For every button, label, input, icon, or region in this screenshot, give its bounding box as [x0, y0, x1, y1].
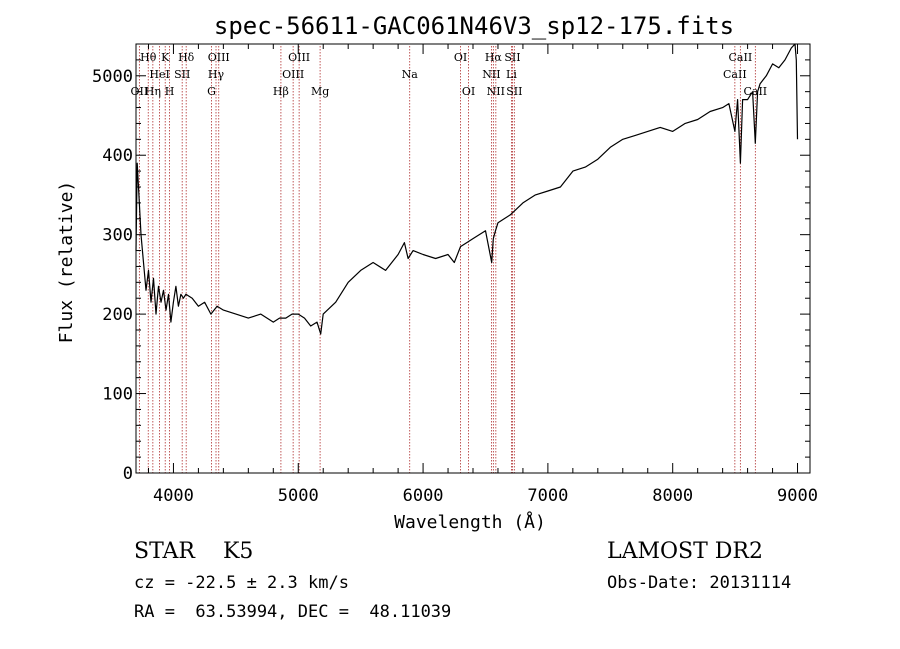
plot-frame — [135, 43, 811, 474]
line-label: K — [161, 51, 170, 64]
x-axis-label: Wavelength (Å) — [394, 511, 546, 533]
emission-line-markers — [138, 46, 756, 473]
cz-text: cz = -22.5 ± 2.3 km/s — [134, 573, 349, 593]
y-axis-ticks: 0 100 200 300 400 5000 — [92, 59, 810, 484]
line-label: Hβ — [273, 85, 289, 98]
line-label: OIII — [208, 51, 230, 64]
x-tick-label: 4000 — [153, 486, 194, 506]
y-tick-label: 400 — [102, 146, 133, 166]
line-label: Mg — [311, 85, 329, 98]
line-label: H — [165, 85, 175, 98]
chart-title: spec-56611-GAC061N46V3_sp12-175.fits — [214, 12, 734, 40]
line-label: G — [207, 85, 216, 98]
x-tick-label: 7000 — [527, 486, 568, 506]
y-tick-label: 5000 — [92, 67, 133, 87]
ra-dec-text: RA = 63.53994, DEC = 48.11039 — [134, 602, 452, 622]
emission-line-labels: HθOIIHηHeIKHSIIHδGHγOIIIHβOIIIOIIIMgNaOI… — [131, 51, 768, 98]
class-text: STAR K5 — [134, 539, 254, 564]
line-label: OIII — [282, 68, 304, 81]
spectrum-line — [135, 43, 799, 335]
line-label: Hη — [145, 85, 161, 98]
line-label: NII — [487, 85, 505, 98]
line-label: SII — [506, 85, 522, 98]
line-label: OIII — [288, 51, 310, 64]
line-label: Hδ — [178, 51, 195, 64]
x-axis-ticks: 4000 5000 6000 7000 8000 9000 — [147, 44, 818, 506]
line-label: OI — [454, 51, 467, 64]
x-tick-label: 8000 — [652, 486, 693, 506]
line-label: Li — [506, 68, 517, 81]
y-tick-label: 300 — [102, 226, 133, 246]
y-tick-label: 0 — [123, 464, 133, 484]
line-label: Hθ — [140, 51, 157, 64]
line-label: OI — [462, 85, 475, 98]
x-tick-label: 5000 — [278, 486, 319, 506]
x-tick-label: 9000 — [777, 486, 818, 506]
obs-date-text: Obs-Date: 20131114 — [607, 573, 792, 593]
survey-text: LAMOST DR2 — [607, 539, 763, 564]
line-label: NII — [482, 68, 500, 81]
line-label: SII — [504, 51, 520, 64]
line-label: Hα — [485, 51, 503, 64]
y-axis-label: Flux (relative) — [56, 181, 77, 344]
line-label: HeI — [149, 68, 169, 81]
line-label: Hγ — [208, 68, 225, 81]
line-label: Na — [402, 68, 419, 81]
line-label: CaII — [743, 85, 767, 98]
line-label: SII — [174, 68, 190, 81]
y-tick-label: 100 — [102, 385, 133, 405]
x-tick-label: 6000 — [403, 486, 444, 506]
y-tick-label: 200 — [102, 305, 133, 325]
line-label: CaII — [723, 68, 747, 81]
line-label: CaII — [729, 51, 753, 64]
